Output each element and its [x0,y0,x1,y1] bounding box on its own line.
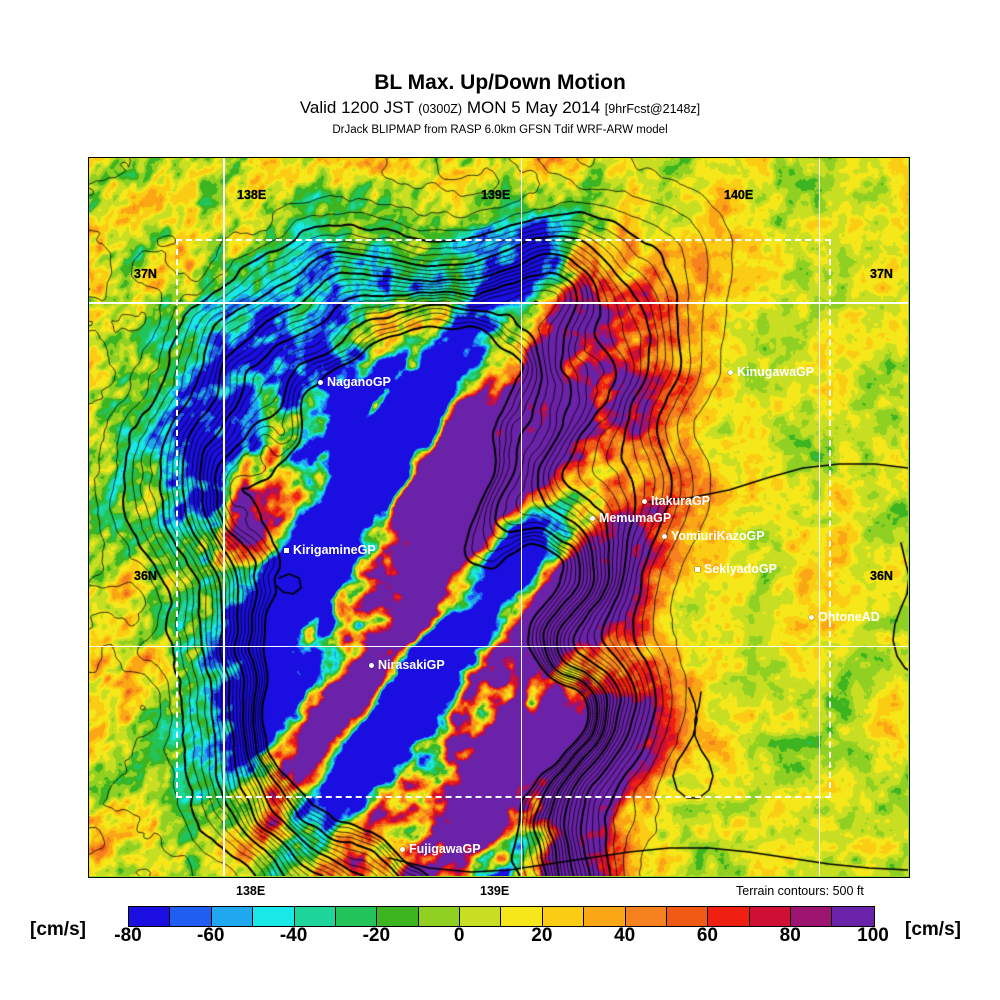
graticule-meridian [223,158,225,876]
station-dot-icon [642,498,647,504]
station-dot-icon [284,547,289,553]
colorbar-segment [418,907,460,926]
colorbar-segment [501,907,543,926]
valid-time-line: Valid 1200 JST (0300Z) MON 5 May 2014 [9… [0,98,1000,119]
colorbar-segment [377,907,419,926]
colorbar-segment [625,907,667,926]
graticule-parallel [89,302,908,304]
station-dot-icon [728,369,733,375]
station-dot-icon [590,515,595,521]
colorbar-tick-label: 100 [857,925,889,946]
valid-time-utc: (0300Z) [418,102,463,116]
model-domain-box [176,239,831,798]
station-dot-icon [662,533,667,539]
colorbar-segment [542,907,585,926]
colorbar-tick-label: 20 [531,925,553,946]
colorbar-segment [832,907,874,926]
lon-label-top: 138E [237,188,267,202]
station-marker[interactable]: YomiuriKazoGP [662,530,765,542]
station-marker[interactable]: NaganoGP [318,376,391,388]
station-marker[interactable]: SekiyadoGP [695,563,777,575]
station-label: SekiyadoGP [704,562,777,576]
lat-label-left: 36N [134,569,157,583]
station-marker[interactable]: ItakuraGP [642,495,710,507]
terrain-contour-note: Terrain contours: 500 ft [736,884,864,898]
colorbar-segment [749,907,791,926]
station-layer: NaganoGP KinugawaGP ItakuraGP MemumaGP Yomiu… [89,158,908,876]
colorbar-tick-label: -60 [197,925,225,946]
lon-label-top: 140E [724,188,754,202]
station-dot-icon [369,662,374,668]
graticule-label-layer: 138E 139E 140E 37N 36N 37N 36N [89,158,908,876]
colorbar-segment [584,907,626,926]
colorbar-segment [791,907,833,926]
colorbar[interactable] [128,906,875,927]
station-label: MemumaGP [599,511,672,525]
station-label: FujigawaGP [409,842,481,856]
station-label: YomiuriKazoGP [671,529,765,543]
station-marker[interactable]: MemumaGP [590,512,671,524]
station-marker[interactable]: FujigawaGP [400,843,481,855]
station-label: KinugawaGP [737,365,815,379]
lon-label-bottom: 139E [480,884,510,898]
station-label: ItakuraGP [651,494,711,508]
colorbar-segment [294,907,336,926]
station-label: NirasakiGP [378,658,445,672]
model-source-line: DrJack BLIPMAP from RASP 6.0km GFSN Tdif… [332,124,668,136]
lon-label-bottom: 138E [236,884,266,898]
lon-label-top: 139E [481,188,511,202]
title-block: BL Max. Up/Down Motion Valid 1200 JST (0… [0,0,1000,137]
station-dot-icon [318,379,323,385]
station-dot-icon [809,614,814,620]
colorbar-tick-label: -80 [114,925,142,946]
graticule-meridian [818,158,821,876]
station-marker[interactable]: OhtoneAD [809,611,880,623]
graticule-meridian [520,158,523,876]
graticule-parallel [89,645,908,648]
colorbar-segment [170,907,212,926]
lat-label-left: 37N [134,267,157,281]
colorbar-segment [253,907,295,926]
valid-date: MON 5 May 2014 [466,98,601,117]
colorbar-segment [666,907,709,926]
colorbar-unit-right: [cm/s] [905,919,961,940]
station-marker[interactable]: NirasakiGP [369,659,445,671]
station-marker[interactable]: KirigamineGP [284,544,376,556]
forecast-map[interactable]: NaganoGP KinugawaGP ItakuraGP MemumaGP Yomiu… [88,157,910,878]
lat-label-right: 37N [870,267,893,281]
colorbar-tick-label: 40 [614,925,636,946]
graticule-layer [89,158,908,876]
colorbar-segment [460,907,502,926]
station-dot-icon [400,846,405,852]
page-title: BL Max. Up/Down Motion [374,71,626,94]
colorbar-tick-label: 80 [779,925,801,946]
station-label: OhtoneAD [818,610,880,624]
forecast-tag: [9hrFcst@2148z] [604,102,701,116]
colorbar-segment [129,907,171,926]
colorbar-segment [335,907,378,926]
colorbar-tick-label: -20 [362,925,391,946]
colorbar-tick-label: -40 [279,925,308,946]
station-dot-icon [695,566,700,572]
station-label: KirigamineGP [293,543,376,557]
colorbar-tick-label: 0 [453,925,465,946]
colorbar-segment [211,907,254,926]
valid-time-prefix: Valid 1200 JST [299,98,414,117]
station-marker[interactable]: KinugawaGP [728,366,814,378]
colorbar-unit-left: [cm/s] [30,919,86,940]
lat-label-right: 36N [870,569,893,583]
colorbar-segment [708,907,750,926]
colorbar-tick-label: 60 [696,925,719,946]
terrain-contour-overlay [89,158,908,876]
station-label: NaganoGP [327,375,391,389]
